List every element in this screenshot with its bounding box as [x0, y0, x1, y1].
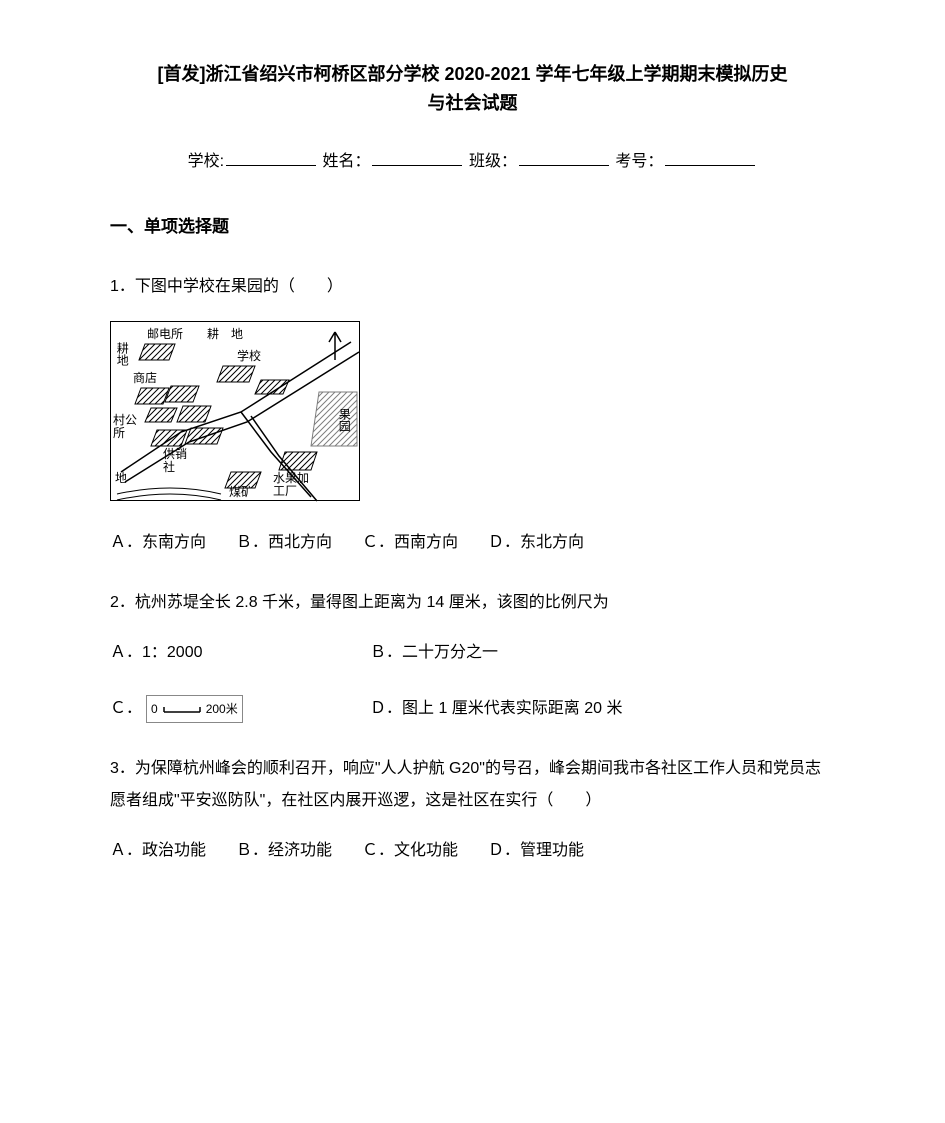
q2-option-c: Ｃ． 0 200米: [110, 693, 370, 725]
q3-options: Ａ．政治功能 Ｂ．经济功能 Ｃ．文化功能 Ｄ．管理功能: [110, 835, 835, 867]
question-1: 1．下图中学校在果园的（ ）: [110, 271, 835, 559]
q2-scale-bar: 0 200米: [146, 695, 243, 723]
class-label: 班级：: [469, 153, 517, 170]
map-label-xuexiao: 学校: [237, 350, 261, 363]
q1-option-a: Ａ．东南方向: [110, 527, 206, 559]
name-blank: [372, 150, 462, 166]
q3-stem: 3．为保障杭州峰会的顺利召开，响应"人人护航 G20"的号召，峰会期间我市各社区…: [110, 753, 835, 817]
q3-option-b: Ｂ．经济功能: [236, 835, 332, 867]
question-2: 2．杭州苏堤全长 2.8 千米，量得图上距离为 14 厘米，该图的比例尺为 Ａ．…: [110, 587, 835, 725]
student-info-line: 学校: 姓名： 班级： 考号：: [110, 148, 835, 177]
q1-option-d: Ｄ．东北方向: [488, 527, 584, 559]
scale-bar-icon: [162, 704, 202, 714]
q2-option-d: Ｄ．图上 1 厘米代表实际距离 20 米: [370, 693, 835, 725]
name-label: 姓名：: [322, 153, 370, 170]
q3-option-a: Ａ．政治功能: [110, 835, 206, 867]
school-blank: [226, 150, 316, 166]
map-label-youdian: 邮电所: [147, 328, 183, 341]
q2-stem: 2．杭州苏堤全长 2.8 千米，量得图上距离为 14 厘米，该图的比例尺为: [110, 587, 835, 619]
exam-title-line2: 与社会试题: [110, 89, 835, 118]
q1-option-c: Ｃ．西南方向: [362, 527, 458, 559]
question-3: 3．为保障杭州峰会的顺利召开，响应"人人护航 G20"的号召，峰会期间我市各社区…: [110, 753, 835, 867]
q3-option-c: Ｃ．文化功能: [362, 835, 458, 867]
map-label-gongxiaoshe: 供销社: [163, 448, 187, 474]
exam-title-line1: [首发]浙江省绍兴市柯桥区部分学校 2020-2021 学年七年级上学期期末模拟…: [110, 60, 835, 89]
q2-scale-left: 0: [151, 697, 158, 721]
map-label-cungongsuo: 村公所: [113, 414, 137, 440]
q1-options: Ａ．东南方向 Ｂ．西北方向 Ｃ．西南方向 Ｄ．东北方向: [110, 527, 835, 559]
q2-option-a: Ａ．1：2000: [110, 637, 370, 669]
q1-option-b: Ｂ．西北方向: [236, 527, 332, 559]
school-label: 学校:: [188, 153, 224, 170]
map-label-di: 地: [115, 472, 127, 485]
q2-scale-right: 200米: [206, 697, 238, 721]
q3-option-d: Ｄ．管理功能: [488, 835, 584, 867]
q1-stem: 1．下图中学校在果园的（ ）: [110, 271, 835, 303]
q2-option-b: Ｂ．二十万分之一: [370, 637, 835, 669]
examno-label: 考号：: [615, 153, 663, 170]
map-label-shuiguo: 水果加工厂: [273, 472, 309, 498]
q1-map-svg: [111, 322, 361, 502]
map-label-gengdi-left: 耕地: [115, 342, 128, 366]
q2-option-c-prefix: Ｃ．: [110, 693, 142, 725]
exam-title: [首发]浙江省绍兴市柯桥区部分学校 2020-2021 学年七年级上学期期末模拟…: [110, 60, 835, 118]
q1-map-figure: 耕地 邮电所 耕 地 学校 商店 村公所 供销社 果园 水果加工厂 煤矿 地: [110, 321, 360, 501]
map-label-shangdian: 商店: [133, 372, 157, 385]
class-blank: [519, 150, 609, 166]
examno-blank: [665, 150, 755, 166]
section-heading: 一、单项选择题: [110, 212, 835, 243]
map-label-guoyuan: 果园: [337, 408, 350, 432]
q2-options: Ａ．1：2000 Ｂ．二十万分之一 Ｃ． 0 200米 Ｄ．图上 1 厘米代表实…: [110, 637, 835, 725]
map-label-meikuang: 煤矿: [229, 486, 253, 499]
map-label-gengdi-top: 耕 地: [207, 328, 243, 341]
